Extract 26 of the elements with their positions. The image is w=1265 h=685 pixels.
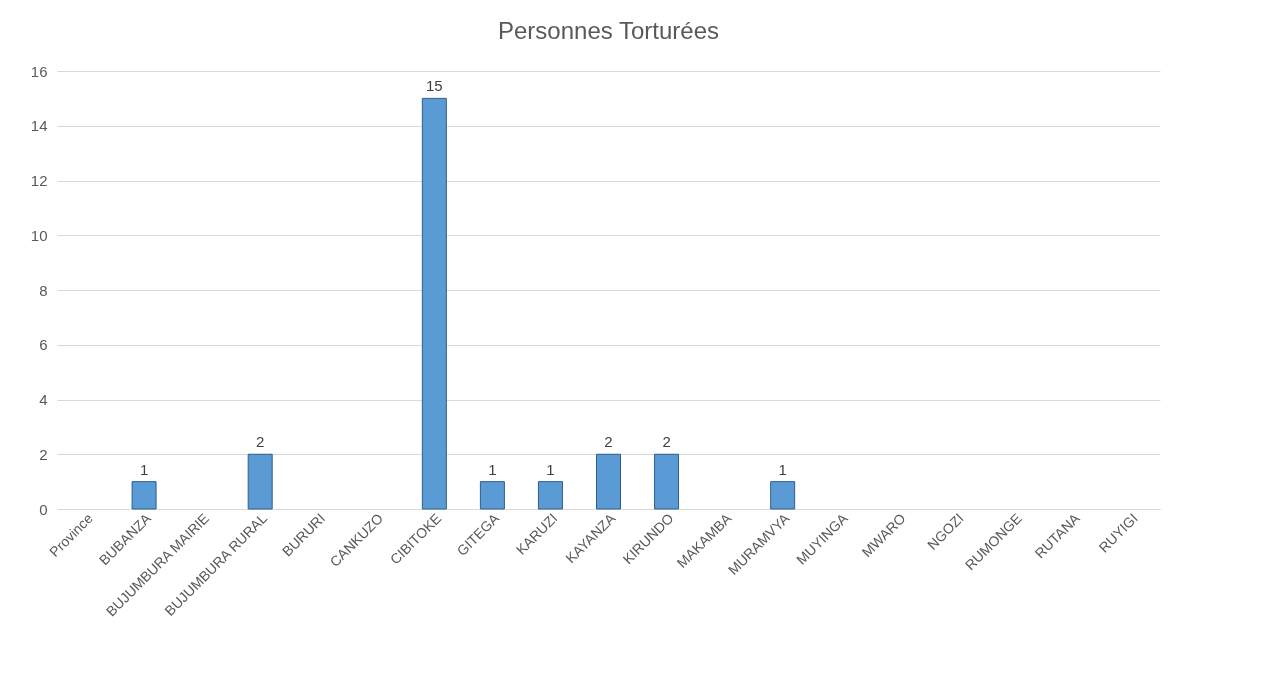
data-label: 1 (139, 460, 149, 478)
y-tick-label: 0 (39, 500, 48, 518)
data-label: 2 (604, 433, 613, 451)
bar (479, 481, 505, 510)
y-tick-label: 16 (30, 62, 48, 80)
y-tick-label: 4 (39, 391, 48, 408)
bar (131, 481, 157, 510)
bar (421, 97, 447, 510)
data-label: 2 (256, 433, 265, 451)
data-label: 1 (778, 460, 787, 478)
y-tick-label: 6 (39, 336, 48, 354)
data-label: 1 (546, 460, 555, 478)
data-label: 1 (488, 460, 497, 478)
y-tick-label: 10 (30, 226, 48, 244)
bar (770, 481, 796, 510)
bar (537, 481, 563, 510)
y-tick-label: 14 (30, 117, 48, 135)
bar (596, 453, 621, 510)
y-tick-label: 2 (39, 445, 48, 463)
data-label: 15 (426, 77, 443, 95)
y-tick-label: 12 (30, 172, 48, 189)
chart-title: Personnes Torturées (497, 17, 720, 44)
bar (247, 453, 273, 510)
y-tick-label: 8 (39, 281, 48, 299)
bar (654, 453, 680, 510)
data-label: 2 (662, 433, 671, 451)
